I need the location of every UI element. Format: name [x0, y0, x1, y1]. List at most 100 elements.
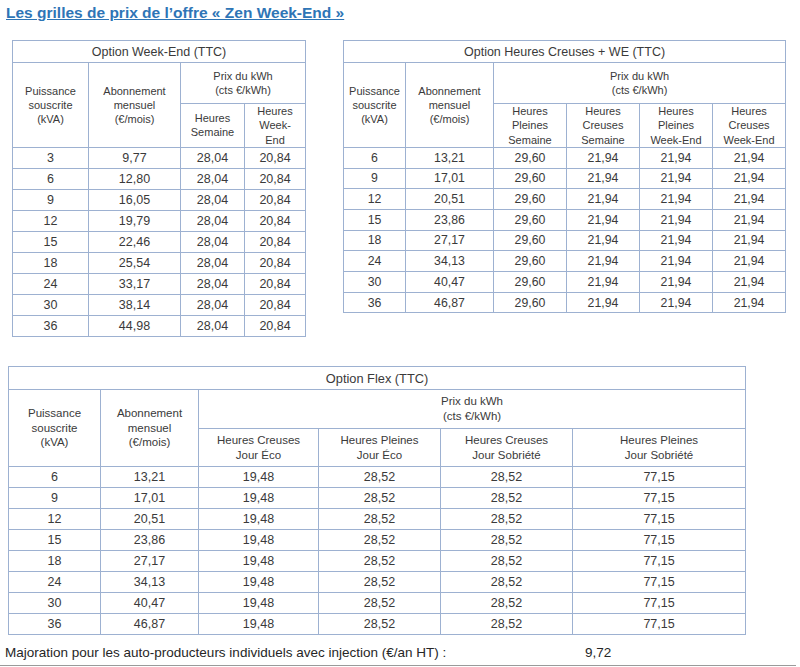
- table-cell: 20,51: [406, 189, 494, 210]
- table-row: 2433,1728,0420,84: [13, 273, 306, 294]
- table-cell: 20,84: [245, 231, 306, 252]
- table-cell: 28,52: [441, 572, 573, 593]
- table-cell: 30: [344, 272, 406, 293]
- table-cell: 28,04: [181, 210, 245, 231]
- table-cell: 21,94: [567, 189, 640, 210]
- bottom-divider: [0, 665, 796, 666]
- table-cell: 9: [344, 168, 406, 189]
- table-cell: 20,84: [245, 315, 306, 336]
- table-row: 3040,4729,6021,9421,9421,94: [344, 272, 786, 293]
- table-row: 613,2129,6021,9421,9421,94: [344, 147, 786, 168]
- table-cell: 36: [13, 315, 89, 336]
- table-cell: 28,52: [319, 593, 441, 614]
- sub-column-header: Heures Creuses Week-End: [713, 104, 786, 148]
- table-cell: 38,14: [89, 294, 181, 315]
- table-row: 1220,5129,6021,9421,9421,94: [344, 189, 786, 210]
- table-cell: 27,17: [101, 551, 199, 572]
- table-cell: 13,21: [101, 467, 199, 488]
- table-cell: 28,52: [441, 551, 573, 572]
- table-cell: 46,87: [101, 614, 199, 635]
- majoration-label: Majoration pour les auto-producteurs ind…: [5, 645, 446, 660]
- table-cell: 28,52: [441, 530, 573, 551]
- column-header-puissance: Puissance souscrite (kVA): [13, 63, 89, 148]
- table-row: 1522,4628,0420,84: [13, 231, 306, 252]
- table-cell: 21,94: [640, 147, 713, 168]
- table-cell: 21,94: [713, 292, 786, 313]
- table-cell: 20,84: [245, 168, 306, 189]
- table-row: 39,7728,0420,84: [13, 147, 306, 168]
- sub-column-header: Heures Semaine: [181, 104, 245, 148]
- table-cell: 28,52: [319, 488, 441, 509]
- table-cell: 28,04: [181, 147, 245, 168]
- table-cell: 21,94: [640, 209, 713, 230]
- sub-column-header: Heures Pleines Week-End: [640, 104, 713, 148]
- table-row: 3646,8719,4828,5228,5277,15: [9, 614, 746, 635]
- table-row: 612,8028,0420,84: [13, 168, 306, 189]
- table-cell: 19,48: [199, 530, 319, 551]
- table-cell: 3: [13, 147, 89, 168]
- table-cell: 17,01: [101, 488, 199, 509]
- table-cell: 44,98: [89, 315, 181, 336]
- table-cell: 36: [9, 614, 101, 635]
- table-cell: 24: [9, 572, 101, 593]
- table-cell: 19,79: [89, 210, 181, 231]
- table-cell: 46,87: [406, 292, 494, 313]
- table-cell: 18: [344, 230, 406, 251]
- table-cell: 30: [9, 593, 101, 614]
- column-header-puissance: Puissance souscrite (kVA): [344, 63, 406, 148]
- table-cell: 21,94: [713, 147, 786, 168]
- table-cell: 28,52: [319, 572, 441, 593]
- majoration-value: 9,72: [585, 645, 611, 660]
- sub-column-header: Heures Week- End: [245, 104, 306, 148]
- table-cell: 12: [13, 210, 89, 231]
- table-cell: 21,94: [640, 189, 713, 210]
- table-cell: 36: [344, 292, 406, 313]
- option-weekend-table: Option Week-End (TTC) Puissance souscrit…: [12, 40, 306, 337]
- table-cell: 28,52: [319, 551, 441, 572]
- table-cell: 20,84: [245, 294, 306, 315]
- table-cell: 30: [13, 294, 89, 315]
- table-cell: 28,04: [181, 273, 245, 294]
- table-cell: 28,52: [319, 530, 441, 551]
- table-cell: 77,15: [573, 530, 746, 551]
- table-cell: 27,17: [406, 230, 494, 251]
- table-cell: 20,51: [101, 509, 199, 530]
- table-cell: 21,94: [640, 272, 713, 293]
- table-cell: 21,94: [713, 230, 786, 251]
- table-cell: 28,04: [181, 189, 245, 210]
- sub-column-header: Heures Creuses Jour Sobriété: [441, 429, 573, 467]
- table-cell: 23,86: [101, 530, 199, 551]
- table-cell: 34,13: [406, 251, 494, 272]
- table-cell: 19,48: [199, 467, 319, 488]
- table-cell: 28,52: [441, 509, 573, 530]
- table-cell: 77,15: [573, 488, 746, 509]
- table-cell: 28,04: [181, 231, 245, 252]
- table-cell: 28,04: [181, 168, 245, 189]
- table-cell: 15: [344, 209, 406, 230]
- sub-column-header: Heures Pleines Semaine: [494, 104, 567, 148]
- table-cell: 21,94: [713, 168, 786, 189]
- table-title: Option Heures Creuses + WE (TTC): [344, 41, 786, 63]
- table-title: Option Week-End (TTC): [13, 41, 306, 63]
- table-cell: 21,94: [567, 272, 640, 293]
- table-cell: 29,60: [494, 168, 567, 189]
- table-cell: 21,94: [567, 251, 640, 272]
- column-header-puissance: Puissance souscrite (kVA): [9, 390, 101, 467]
- column-header-prix-kwh: Prix du kWh (cts €/kWh): [199, 390, 746, 429]
- page-title-link[interactable]: Les grilles de prix de l’offre « Zen Wee…: [6, 4, 344, 22]
- sub-column-header: Heures Creuses Semaine: [567, 104, 640, 148]
- table-row: 3646,8729,6021,9421,9421,94: [344, 292, 786, 313]
- table-cell: 28,52: [319, 467, 441, 488]
- table-cell: 28,04: [181, 294, 245, 315]
- table-cell: 12,80: [89, 168, 181, 189]
- table-cell: 33,17: [89, 273, 181, 294]
- table-cell: 24: [13, 273, 89, 294]
- table-cell: 77,15: [573, 509, 746, 530]
- table-cell: 21,94: [567, 230, 640, 251]
- table-row: 1523,8619,4828,5228,5277,15: [9, 530, 746, 551]
- table-row: 917,0129,6021,9421,9421,94: [344, 168, 786, 189]
- table-row: 1827,1719,4828,5228,5277,15: [9, 551, 746, 572]
- table-cell: 40,47: [101, 593, 199, 614]
- table-row: 1825,5428,0420,84: [13, 252, 306, 273]
- table-cell: 29,60: [494, 230, 567, 251]
